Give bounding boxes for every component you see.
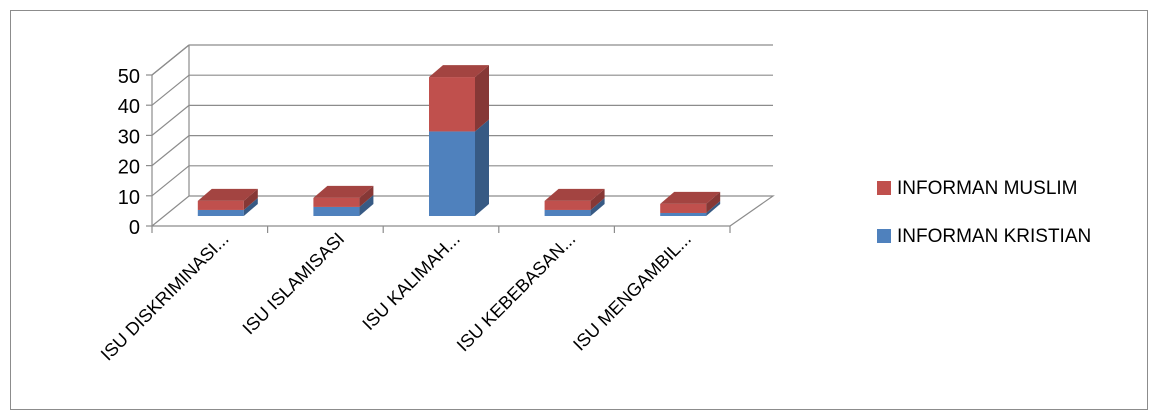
- bar-side-face: [243, 197, 258, 216]
- bar-side-face: [706, 191, 721, 213]
- bar-top-face: [660, 191, 721, 204]
- bar-side-face: [590, 188, 605, 210]
- x-tick-label: ISU KEBEBASAN...: [453, 229, 580, 356]
- y-tick-label: 40: [118, 96, 140, 118]
- bar-front-face: [313, 206, 360, 216]
- y-axis-ticks: 0 10 20 30 40 50: [118, 66, 140, 239]
- y-tick-label: 10: [118, 187, 140, 209]
- bar-kristian: [313, 194, 374, 216]
- grid-layer: [146, 44, 775, 227]
- bar-muslim: [197, 188, 258, 210]
- y-tick-label: 50: [118, 66, 140, 88]
- floor-outline: [151, 195, 775, 227]
- legend: INFORMAN MUSLIM INFORMAN KRISTIAN: [877, 178, 1091, 247]
- bar-kristian: [660, 200, 721, 216]
- bar-front-face: [660, 212, 707, 216]
- bar-side-face: [243, 188, 258, 210]
- bar-kristian: [197, 197, 258, 216]
- bar-side-face: [359, 194, 374, 216]
- bar-kristian: [544, 197, 605, 216]
- bar-muslim: [429, 65, 489, 132]
- bar-side-face: [475, 65, 489, 132]
- bar-front-face: [313, 197, 360, 207]
- side-gridline: [151, 44, 190, 76]
- legend-item: INFORMAN MUSLIM: [877, 178, 1078, 199]
- bars-layer: [197, 65, 721, 216]
- legend-swatch: [877, 181, 891, 195]
- y-tick-label: 0: [129, 217, 140, 239]
- bar-top-face: [197, 188, 258, 201]
- bar-top-face: [544, 188, 605, 201]
- legend-label: INFORMAN MUSLIM: [897, 178, 1078, 199]
- bar-front-face: [544, 209, 591, 216]
- legend-item: INFORMAN KRISTIAN: [877, 226, 1091, 247]
- bar-kristian: [429, 119, 489, 216]
- x-axis-ticks: ISU DISKRIMINASI... ISU ISLAMISASI ISU KAL…: [97, 226, 731, 365]
- bar-muslim: [313, 185, 374, 207]
- bar-front-face: [660, 203, 707, 213]
- side-gridline: [151, 135, 190, 167]
- bar-front-face: [197, 200, 244, 210]
- legend-label: INFORMAN KRISTIAN: [897, 226, 1091, 247]
- bar-muslim: [660, 191, 721, 213]
- bar-front-face: [429, 77, 475, 132]
- x-tick-label: ISU DISKRIMINASI...: [97, 229, 233, 365]
- bar-front-face: [429, 131, 475, 216]
- side-gridline: [151, 165, 190, 197]
- bar-top-face: [313, 185, 374, 198]
- bar-side-face: [590, 197, 605, 216]
- x-tick-label: ISU ISLAMISASI: [239, 229, 349, 339]
- bar-front-face: [544, 200, 591, 210]
- y-tick-label: 20: [118, 157, 140, 179]
- bar-side-face: [475, 119, 489, 216]
- bar-side-face: [359, 185, 374, 207]
- legend-swatch: [877, 229, 891, 243]
- bar-top-face: [429, 65, 489, 78]
- bar-muslim: [544, 188, 605, 210]
- bar-front-face: [197, 209, 244, 216]
- side-gridline: [151, 74, 190, 106]
- bar-side-face: [706, 200, 721, 216]
- x-tick-label: ISU MENGAMBIL...: [569, 229, 695, 355]
- x-tick-label: ISU KALIMAH...: [358, 229, 463, 334]
- side-gridline: [151, 104, 190, 136]
- y-tick-label: 30: [118, 126, 140, 148]
